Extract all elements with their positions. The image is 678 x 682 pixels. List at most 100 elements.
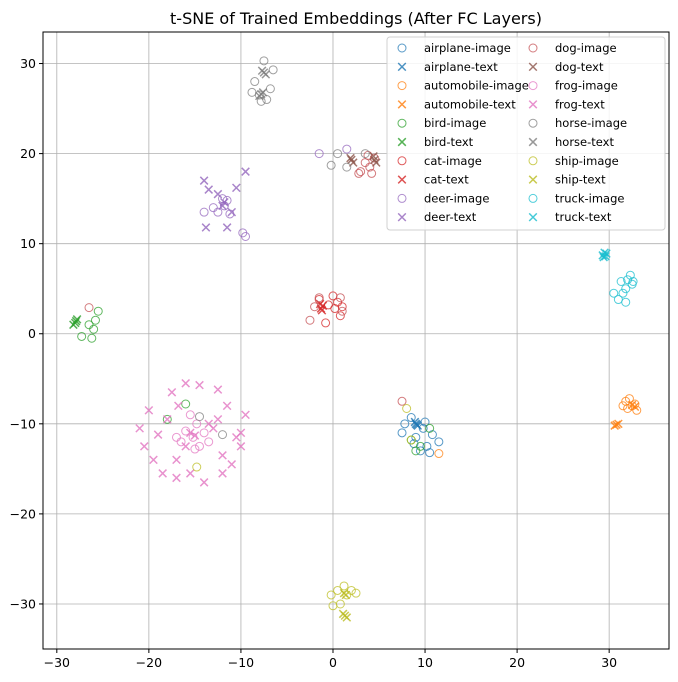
legend-label: frog-text (555, 97, 605, 111)
point-bird-image (162, 414, 172, 424)
point-dog-image (367, 168, 377, 178)
point-deer-image (342, 144, 352, 154)
point-bird-image (425, 423, 435, 433)
legend-item: horse-text (528, 135, 614, 149)
legend-marker (528, 43, 538, 53)
point-frog-text (172, 455, 181, 465)
point-ship-image (339, 581, 349, 591)
point-airplane-image (415, 446, 425, 456)
point-frog-text (241, 410, 250, 420)
point-automobile-image (434, 449, 444, 459)
legend-label: automobile-text (424, 97, 516, 111)
point-automobile-image (618, 401, 628, 411)
series-airplane-text (410, 417, 423, 430)
legend-item: automobile-image (397, 79, 529, 93)
point-frog-text (153, 430, 163, 439)
series-automobile-image (434, 394, 642, 459)
x-tick-label: 30 (601, 655, 617, 670)
point-ship-image (192, 462, 202, 472)
legend-item: truck-image (528, 191, 624, 205)
legend-label: truck-image (555, 191, 624, 205)
legend-label: deer-image (424, 191, 489, 205)
point-automobile-image (632, 405, 642, 415)
point-frog-image (195, 441, 204, 451)
point-frog-image (199, 428, 209, 438)
point-ship-image (326, 590, 336, 600)
y-tick-label: 20 (20, 146, 36, 161)
point-airplane-image (425, 448, 435, 458)
point-deer-text (220, 197, 229, 207)
point-frog-text (222, 401, 232, 411)
point-dog-image (305, 315, 315, 325)
point-truck-image (628, 277, 638, 287)
legend-marker (397, 43, 407, 53)
point-airplane-image (434, 437, 444, 447)
series-bird-image (77, 306, 435, 456)
point-deer-image (199, 207, 209, 217)
point-frog-text (236, 442, 246, 451)
point-truck-image (621, 297, 631, 307)
legend-item: dog-image (528, 41, 617, 55)
point-truck-image (609, 288, 619, 298)
legend-item: ship-image (528, 154, 619, 168)
series-automobile-text (610, 400, 640, 430)
legend-label: cat-text (424, 173, 469, 187)
point-deer-text (222, 223, 232, 232)
point-deer-image (213, 207, 223, 217)
legend-marker (528, 156, 538, 166)
legend-item: frog-image (528, 79, 618, 93)
legend-marker (528, 81, 538, 91)
x-tick-label: 10 (417, 655, 433, 670)
legend-item: airplane-image (397, 41, 511, 55)
point-dog-image (335, 293, 345, 303)
series-dog-image (84, 150, 407, 406)
point-frog-text (172, 473, 181, 483)
point-airplane-image (427, 430, 437, 440)
point-horse-image (247, 87, 257, 97)
series-ship-text (338, 588, 352, 622)
point-horse-image (342, 162, 352, 172)
series-deer-text (199, 167, 250, 232)
point-deer-image (218, 194, 228, 204)
axis-ticks: −30 −20 −10 0 10 20 30 −30 −20 −10 0 10 20 30 (10, 56, 618, 670)
legend-item: bird-image (397, 116, 486, 130)
legend-item: bird-text (397, 135, 474, 149)
point-airplane-image (406, 413, 416, 423)
point-deer-image (241, 231, 251, 241)
point-horse-text (257, 66, 267, 76)
point-ship-image (351, 588, 361, 598)
y-tick-label: −20 (10, 506, 36, 521)
legend-label: horse-image (555, 116, 627, 130)
point-cat-image (333, 297, 343, 307)
legend: airplane-image airplane-text automobile-im… (386, 36, 666, 231)
point-deer-text (199, 176, 209, 185)
legend-item: cat-text (397, 173, 469, 187)
legend-marker (528, 118, 538, 128)
series-frog-image (171, 410, 214, 454)
point-frog-text (144, 405, 154, 415)
series-bird-text (69, 315, 82, 330)
legend-item: cat-image (397, 154, 482, 168)
legend-marker (528, 137, 538, 147)
point-frog-text (199, 478, 209, 487)
y-tick-label: −30 (10, 596, 36, 611)
point-truck-image (621, 284, 631, 294)
point-frog-text (167, 387, 177, 397)
series-truck-text (598, 248, 611, 262)
y-tick-label: 10 (20, 236, 36, 251)
y-tick-label: 30 (20, 56, 36, 71)
x-tick-label: −30 (44, 655, 70, 670)
legend-marker (528, 100, 538, 109)
point-frog-text (218, 469, 227, 478)
legend-label: horse-text (555, 135, 614, 149)
point-horse-image (218, 430, 228, 440)
point-deer-text (201, 223, 211, 232)
series-horse-text (255, 66, 271, 101)
point-bird-image (89, 324, 99, 334)
plot-frame (42, 31, 670, 650)
y-tick-label: −10 (10, 416, 36, 431)
series-truck-image (609, 270, 638, 307)
point-bird-image (77, 331, 87, 341)
point-frog-text (213, 414, 223, 424)
legend-item: airplane-text (397, 60, 498, 74)
